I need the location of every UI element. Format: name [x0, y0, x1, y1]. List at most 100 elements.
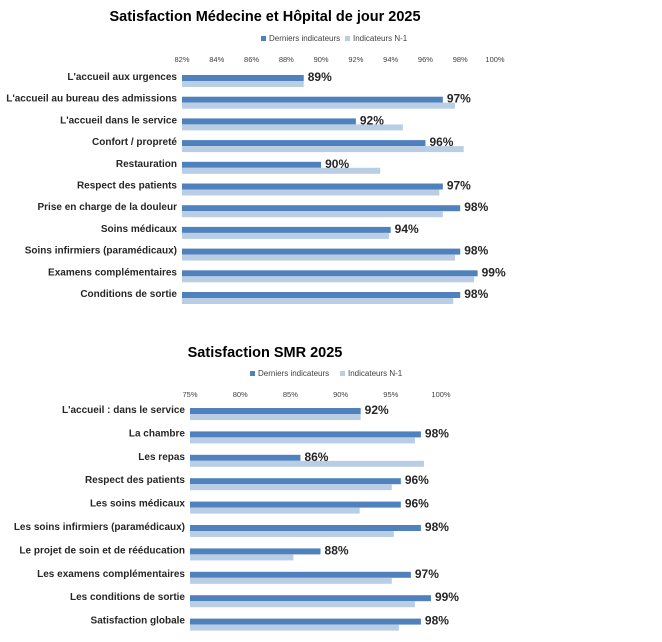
- data-label: 99%: [482, 265, 506, 279]
- legend-swatch: [340, 371, 345, 376]
- data-label: 89%: [308, 70, 332, 84]
- data-label: 98%: [464, 244, 488, 258]
- bar-previous: [182, 167, 381, 174]
- bar-current: [190, 454, 301, 461]
- data-label: 97%: [447, 92, 471, 106]
- category-label: Respect des patients: [77, 181, 177, 192]
- data-label: 88%: [325, 543, 349, 557]
- bar-current: [190, 548, 321, 555]
- bar-previous: [190, 437, 415, 444]
- bar-previous: [182, 298, 454, 304]
- chart-title: Satisfaction Médecine et Hôpital de jour…: [109, 9, 420, 25]
- category-label: Les soins infirmiers (paramédicaux): [14, 522, 185, 533]
- legend-label: Indicateurs N-1: [348, 369, 403, 378]
- category-label: Les conditions de sortie: [70, 592, 185, 603]
- x-tick-label: 84%: [209, 55, 224, 64]
- data-label: 98%: [425, 614, 449, 628]
- bar-current: [182, 205, 461, 212]
- x-tick-label: 85%: [283, 390, 298, 399]
- bar-current: [190, 408, 361, 414]
- bar-previous: [190, 507, 360, 514]
- bar-current: [182, 248, 461, 255]
- bar-previous: [190, 414, 361, 420]
- bar-previous: [182, 189, 440, 196]
- bar-previous: [182, 146, 464, 153]
- category-label: Soins médicaux: [101, 224, 178, 235]
- category-label: Satisfaction globale: [91, 616, 186, 627]
- bar-current: [182, 183, 443, 190]
- bar-previous: [182, 232, 389, 239]
- bar-previous: [182, 124, 403, 131]
- chart-title: Satisfaction SMR 2025: [188, 345, 343, 361]
- data-label: 96%: [405, 473, 429, 487]
- bar-current: [182, 161, 322, 168]
- category-label: Confort / propreté: [92, 137, 177, 148]
- category-label: L'accueil au bureau des admissions: [6, 94, 177, 105]
- legend-label: Derniers indicateurs: [269, 34, 340, 43]
- x-tick-label: 86%: [244, 55, 259, 64]
- bar-previous: [182, 102, 456, 109]
- category-label: Le projet de soin et de rééducation: [19, 545, 185, 556]
- category-label: La chambre: [129, 428, 186, 439]
- legend-swatch: [250, 371, 255, 376]
- category-label: Les soins médicaux: [90, 499, 185, 510]
- x-tick-label: 95%: [383, 390, 398, 399]
- bar-previous: [190, 554, 294, 561]
- bar-current: [182, 270, 478, 277]
- category-label: Les repas: [138, 452, 185, 463]
- category-label: Les examens complémentaires: [37, 569, 185, 580]
- bar-current: [190, 595, 431, 602]
- bar-current: [182, 75, 304, 81]
- category-label: Prise en charge de la douleur: [38, 202, 178, 213]
- category-label: Soins infirmiers (paramédicaux): [25, 246, 177, 257]
- x-tick-label: 92%: [348, 55, 363, 64]
- data-label: 99%: [435, 590, 459, 604]
- x-tick-label: 88%: [279, 55, 294, 64]
- category-label: Restauration: [116, 159, 177, 170]
- category-label: Respect des patients: [85, 475, 185, 486]
- x-tick-label: 90%: [314, 55, 329, 64]
- bar-current: [182, 118, 356, 125]
- category-label: L'accueil : dans le service: [62, 405, 185, 416]
- data-label: 98%: [425, 520, 449, 534]
- x-tick-label: 100%: [431, 390, 451, 399]
- bar-previous: [190, 460, 424, 467]
- bar-previous: [182, 211, 443, 218]
- x-tick-label: 80%: [233, 390, 248, 399]
- bar-current: [190, 431, 421, 438]
- legend-swatch: [261, 36, 266, 41]
- bar-previous: [190, 531, 394, 537]
- bar-current: [190, 618, 421, 625]
- data-label: 98%: [425, 426, 449, 440]
- bar-current: [190, 501, 401, 508]
- data-label: 90%: [325, 157, 349, 171]
- data-label: 92%: [365, 403, 389, 417]
- data-label: 97%: [447, 179, 471, 193]
- bar-current: [190, 478, 401, 485]
- bar-current: [182, 96, 443, 103]
- bar-current: [182, 226, 391, 233]
- category-label: L'accueil aux urgences: [67, 72, 177, 83]
- chart-smr: Satisfaction SMR 2025 Derniers indicateur…: [14, 345, 459, 631]
- bar-previous: [182, 254, 456, 261]
- bar-previous: [182, 81, 304, 87]
- bar-current: [182, 140, 426, 147]
- bar-previous: [182, 276, 475, 283]
- bar-current: [182, 292, 461, 298]
- bar-previous: [190, 484, 392, 491]
- bar-previous: [190, 577, 392, 584]
- x-tick-label: 94%: [383, 55, 398, 64]
- category-label: Examens complémentaires: [48, 267, 177, 278]
- bar-previous: [190, 624, 399, 631]
- x-tick-label: 82%: [174, 55, 189, 64]
- data-label: 98%: [464, 200, 488, 214]
- data-label: 94%: [395, 222, 419, 236]
- bar-previous: [190, 601, 415, 608]
- data-label: 97%: [415, 567, 439, 581]
- x-tick-label: 98%: [453, 55, 468, 64]
- legend-label: Indicateurs N-1: [353, 34, 408, 43]
- x-tick-label: 75%: [182, 390, 197, 399]
- legend-label: Derniers indicateurs: [258, 369, 329, 378]
- x-tick-label: 90%: [333, 390, 348, 399]
